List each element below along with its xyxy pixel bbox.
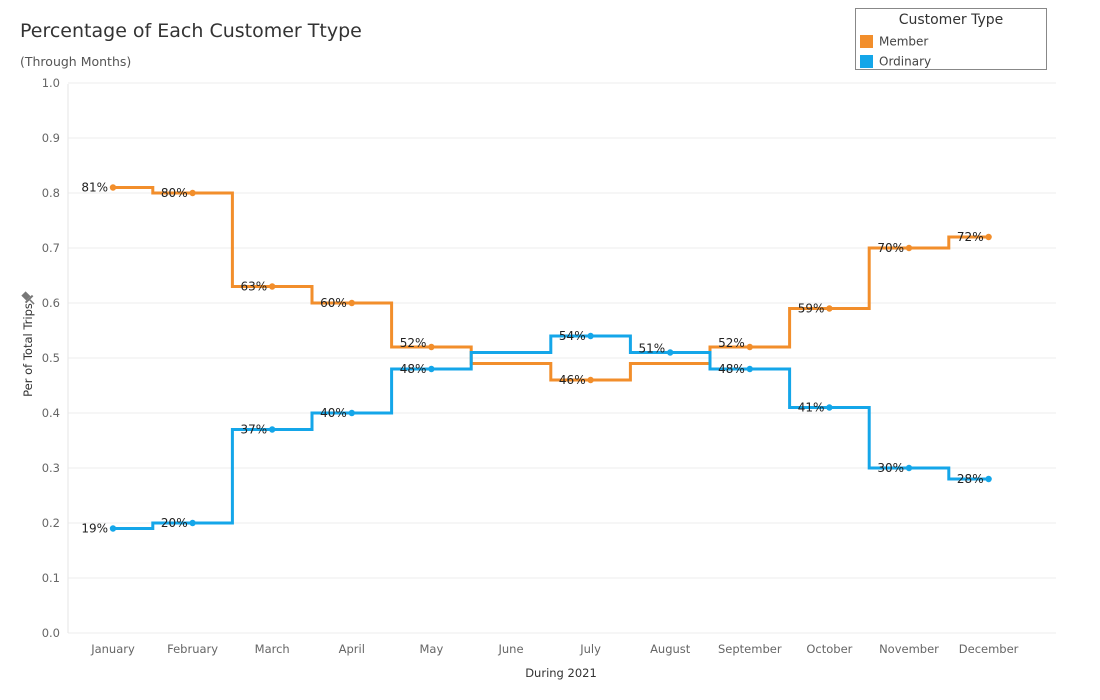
data-label-member: 60% — [320, 296, 347, 310]
x-tick-label: May — [420, 642, 444, 656]
y-tick-label: 1.0 — [42, 76, 60, 90]
y-tick-label: 0.4 — [42, 406, 60, 420]
data-label-ordinary: 20% — [161, 516, 188, 530]
x-tick-label: November — [879, 642, 939, 656]
y-axis-label-group: Per of Total Trips — [21, 303, 35, 397]
y-tick-label: 0.8 — [42, 186, 60, 200]
data-point-ordinary[interactable] — [906, 465, 912, 471]
data-point-ordinary[interactable] — [985, 476, 991, 482]
data-label-member: 72% — [957, 230, 984, 244]
y-axis-ticks: 0.0 0.1 0.2 0.3 0.4 0.5 0.6 0.7 0.8 0.9 1.0 — [42, 76, 60, 640]
data-label-ordinary: 51% — [639, 342, 666, 356]
data-label-ordinary: 30% — [877, 461, 904, 475]
data-label-member: 46% — [559, 373, 586, 387]
y-axis-label: Per of Total Trips — [21, 303, 35, 397]
data-label-ordinary: 41% — [798, 401, 825, 415]
x-tick-label: September — [718, 642, 782, 656]
data-point-ordinary[interactable] — [349, 410, 355, 416]
data-label-member: 81% — [81, 181, 108, 195]
data-point-ordinary[interactable] — [269, 426, 275, 432]
data-point-ordinary[interactable] — [747, 366, 753, 372]
data-point-member[interactable] — [985, 234, 991, 240]
y-tick-label: 0.7 — [42, 241, 60, 255]
data-label-member: 80% — [161, 186, 188, 200]
data-point-member[interactable] — [747, 344, 753, 350]
data-point-ordinary[interactable] — [587, 333, 593, 339]
x-tick-label: December — [959, 642, 1019, 656]
data-label-ordinary: 48% — [400, 362, 427, 376]
data-point-member[interactable] — [269, 283, 275, 289]
data-point-member[interactable] — [349, 300, 355, 306]
x-tick-label: April — [339, 642, 365, 656]
x-tick-label: March — [255, 642, 290, 656]
data-point-ordinary[interactable] — [667, 349, 673, 355]
data-point-member[interactable] — [906, 245, 912, 251]
data-label-member: 63% — [241, 280, 268, 294]
x-tick-label: July — [579, 642, 601, 656]
y-tick-label: 0.3 — [42, 461, 60, 475]
data-label-member: 70% — [877, 241, 904, 255]
x-tick-label: June — [497, 642, 523, 656]
data-point-member[interactable] — [587, 377, 593, 383]
y-tick-label: 0.9 — [42, 131, 60, 145]
y-tick-label: 0.5 — [42, 351, 60, 365]
data-point-member[interactable] — [428, 344, 434, 350]
data-point-member[interactable] — [110, 184, 116, 190]
data-label-ordinary: 28% — [957, 472, 984, 486]
x-tick-label: February — [167, 642, 218, 656]
data-point-member[interactable] — [189, 190, 195, 196]
data-point-ordinary[interactable] — [110, 525, 116, 531]
x-axis-label: During 2021 — [525, 666, 597, 680]
data-label-ordinary: 54% — [559, 329, 586, 343]
data-label-member: 52% — [718, 336, 745, 350]
data-point-member[interactable] — [826, 305, 832, 311]
y-tick-label: 0.0 — [42, 626, 60, 640]
y-tick-label: 0.1 — [42, 571, 60, 585]
data-label-ordinary: 19% — [81, 522, 108, 536]
data-label-member: 59% — [798, 302, 825, 316]
x-tick-label: August — [650, 642, 691, 656]
x-axis-ticks: January February March April May June July Augu… — [90, 642, 1018, 656]
y-tick-label: 0.2 — [42, 516, 60, 530]
data-label-member: 52% — [400, 336, 427, 350]
data-point-ordinary[interactable] — [428, 366, 434, 372]
x-tick-label: January — [90, 642, 135, 656]
x-tick-label: October — [806, 642, 852, 656]
gridlines — [68, 83, 1056, 633]
data-label-ordinary: 37% — [241, 423, 268, 437]
data-label-ordinary: 40% — [320, 406, 347, 420]
data-point-ordinary[interactable] — [189, 520, 195, 526]
data-point-ordinary[interactable] — [826, 404, 832, 410]
y-tick-label: 0.6 — [42, 296, 60, 310]
data-label-ordinary: 48% — [718, 362, 745, 376]
